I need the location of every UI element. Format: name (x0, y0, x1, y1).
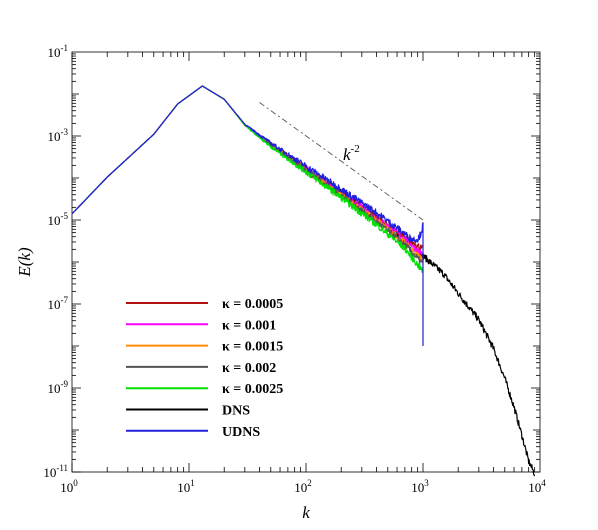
y-tick-label-exp: -7 (61, 295, 69, 305)
y-tick-label: 10-7 (48, 295, 69, 312)
legend-label: κ = 0.0005 (222, 297, 283, 312)
x-tick-label-exp: 3 (424, 478, 429, 488)
series-line-0 (71, 85, 424, 251)
legend-label: κ = 0.0015 (222, 340, 283, 355)
reference-slope-line (259, 102, 424, 221)
legend-label: κ = 0.0025 (222, 382, 283, 397)
x-axis-title: k (302, 503, 310, 522)
y-tick-label: 10-1 (48, 43, 69, 60)
x-tick-label: 102 (294, 478, 312, 495)
x-tick-label-exp: 2 (307, 478, 312, 488)
y-axis-title: E(k) (15, 247, 34, 278)
x-tick-label-base: 10 (411, 480, 424, 495)
x-tick-label: 104 (528, 478, 546, 495)
y-tick-label: 10-5 (48, 211, 69, 228)
y-tick-label-base: 10 (48, 213, 61, 228)
y-tick-label-base: 10 (48, 45, 61, 60)
legend-label: κ = 0.002 (222, 361, 276, 376)
axis-ticks (71, 52, 540, 473)
x-tick-label-exp: 0 (73, 478, 78, 488)
y-tick-label-base: 10 (48, 297, 61, 312)
y-tick-label-exp: -9 (61, 379, 69, 389)
x-tick-label-base: 10 (60, 480, 73, 495)
series-line-2 (71, 85, 424, 264)
x-tick-label-base: 10 (528, 480, 541, 495)
y-tick-label: 10-3 (48, 127, 69, 144)
y-tick-label: 10-9 (48, 379, 69, 396)
y-tick-label-base: 10 (48, 129, 61, 144)
x-tick-label: 100 (60, 478, 78, 495)
x-tick-label-base: 10 (294, 480, 307, 495)
x-tick-label-exp: 1 (190, 478, 195, 488)
slope-annotation-base: k (343, 145, 351, 164)
series-line-4 (71, 85, 424, 273)
y-tick-label-exp: -3 (61, 127, 69, 137)
series-line-3 (71, 85, 424, 264)
y-tick-label-exp: -5 (61, 211, 69, 221)
series-line-1 (71, 85, 424, 255)
legend-label: DNS (222, 404, 250, 419)
y-tick-label-base: 10 (48, 381, 61, 396)
slope-annotation-exp: -2 (351, 143, 360, 155)
y-tick-label-exp: -1 (61, 43, 69, 53)
slope-reference-line (259, 102, 424, 221)
series-lines (71, 85, 536, 477)
slope-annotation: k-2 (343, 143, 360, 164)
y-tick-label-exp: -11 (56, 463, 68, 473)
x-tick-label: 101 (177, 478, 195, 495)
series-line-5 (71, 85, 536, 477)
legend: κ = 0.0005 κ = 0.001 κ = 0.0015 κ = 0.002 κ … (126, 297, 283, 440)
y-tick-label-base: 10 (43, 465, 56, 480)
x-tick-label: 103 (411, 478, 429, 495)
y-tick-label: 10-11 (43, 463, 68, 480)
legend-label: κ = 0.001 (222, 318, 276, 333)
x-tick-label-base: 10 (177, 480, 190, 495)
series-line-6 (71, 85, 424, 346)
x-tick-label-exp: 4 (541, 478, 546, 488)
legend-label: UDNS (222, 425, 260, 440)
